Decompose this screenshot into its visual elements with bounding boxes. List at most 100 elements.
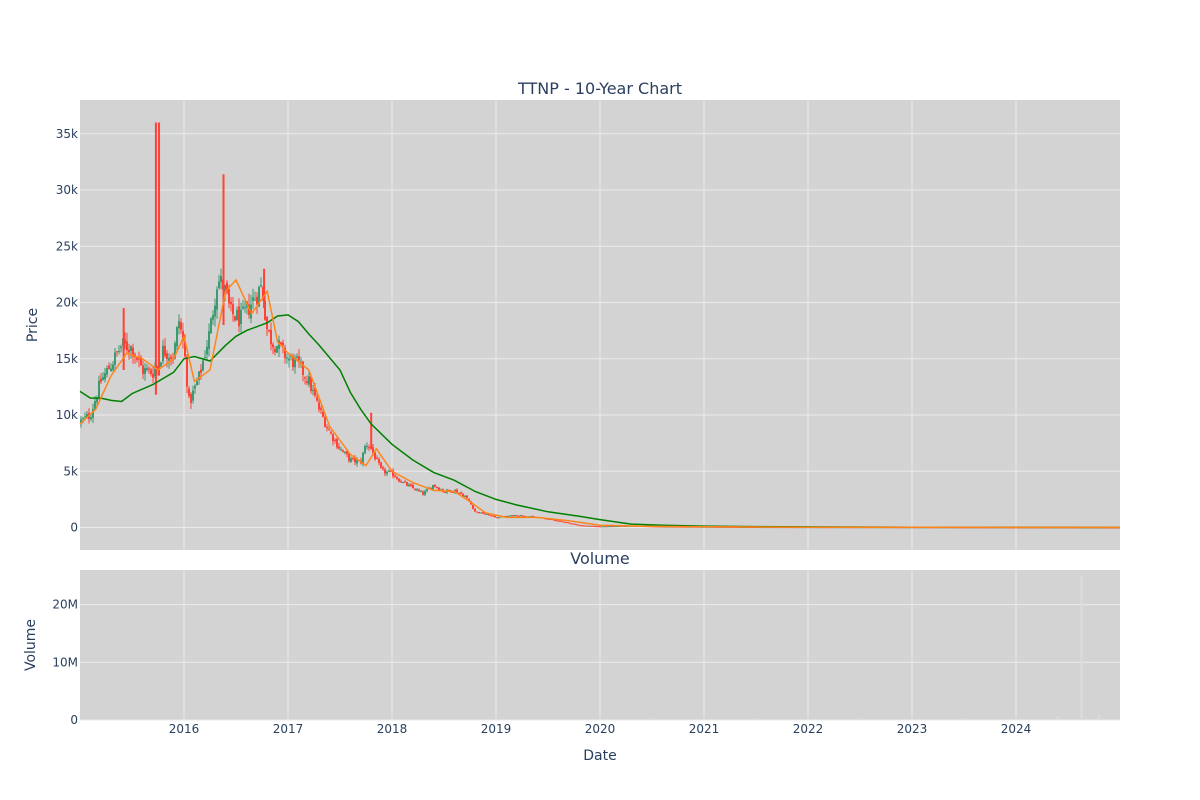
x-tick-label: 2016 [169, 722, 200, 736]
candle-body [576, 524, 578, 526]
candle-body [476, 511, 478, 513]
volume-bar [443, 719, 445, 720]
candle-body [98, 380, 100, 399]
candle-body [408, 484, 410, 487]
volume-bar [1098, 714, 1101, 720]
volume-axis-title: Volume [23, 619, 39, 671]
x-tick-label: 2023 [897, 722, 928, 736]
candle-body [230, 301, 232, 305]
volume-panel-title: Volume [570, 549, 630, 568]
candle-body [354, 457, 356, 463]
candle-body [132, 347, 134, 357]
candle-body [150, 369, 152, 375]
candle-body [120, 346, 122, 348]
candle-body [306, 381, 308, 384]
candle-body [86, 414, 88, 418]
candle-body [610, 526, 612, 528]
volume-bar [339, 719, 341, 720]
price-y-tick-label: 0 [70, 521, 78, 535]
candle-body [332, 434, 334, 442]
candle-body [594, 525, 596, 527]
candle-body [386, 471, 388, 474]
candle-body [108, 365, 110, 370]
candle-body [284, 347, 286, 359]
candle-body [334, 439, 336, 441]
x-axis-title: Date [583, 748, 616, 764]
candle-body [136, 357, 138, 360]
candle-body [554, 519, 556, 521]
candle-body [148, 368, 150, 370]
volume-bar [1015, 717, 1017, 720]
candle-body [316, 397, 318, 401]
volume-bar [703, 718, 705, 720]
candle-body [322, 411, 324, 417]
candle-body [272, 344, 274, 348]
candle-body [396, 477, 398, 479]
candle-body [414, 488, 416, 491]
candle-body [374, 452, 376, 460]
candle-body [398, 478, 400, 482]
price-y-tick-label: 15k [56, 352, 78, 366]
candle-body [198, 371, 200, 380]
candle-body [212, 315, 214, 320]
candle-body [216, 289, 218, 310]
candle-body [232, 304, 234, 315]
candle-body [324, 417, 326, 427]
candle-body [262, 287, 264, 300]
candle-body [376, 458, 378, 460]
candle-body [596, 526, 598, 528]
candle-body [508, 515, 510, 517]
candle-body [452, 491, 454, 493]
candle-body [604, 526, 606, 528]
candle-body [564, 521, 566, 523]
candle-body [422, 491, 424, 495]
candle-body [364, 446, 366, 453]
candle-body [184, 341, 186, 357]
candle-body [464, 496, 466, 498]
candle-body [590, 525, 592, 527]
candle-body [402, 481, 404, 483]
candle-body [102, 377, 104, 380]
candle-body [412, 484, 414, 489]
volume-bar [495, 719, 497, 720]
candle-body [128, 349, 130, 353]
candle-body [488, 513, 490, 516]
candle-body [188, 388, 190, 396]
candle-body [292, 355, 294, 368]
candle-body [506, 515, 508, 517]
candle-body [560, 520, 562, 522]
gridlines [80, 100, 1120, 721]
candle-body [308, 376, 310, 385]
candle-body [110, 368, 112, 372]
candle-body [512, 515, 514, 517]
candle-body [480, 512, 482, 514]
candle-body [418, 489, 420, 491]
candle-body [420, 491, 422, 493]
candle-body [176, 327, 178, 347]
candle-body [304, 377, 306, 379]
candle-body [240, 309, 242, 324]
candle-body [268, 329, 270, 332]
candle-body [472, 504, 474, 509]
candle-body [600, 526, 602, 528]
candle-body [194, 385, 196, 389]
candle-body [236, 309, 238, 321]
candle-body [186, 356, 188, 387]
candle-body [598, 526, 600, 528]
candle-body [606, 526, 608, 528]
candle-body [340, 449, 342, 451]
candle-body [156, 366, 158, 369]
volume-bar [391, 719, 393, 720]
candle-body [514, 515, 516, 517]
candle-body [294, 357, 296, 368]
candle-body [190, 393, 192, 403]
candle-body [558, 520, 560, 522]
candle-body [210, 318, 212, 334]
volume-bar [911, 718, 913, 720]
candle-body [242, 306, 244, 309]
candle-body [258, 287, 260, 307]
candle-body [328, 429, 330, 431]
candle-body [496, 517, 498, 519]
candle-body [144, 367, 146, 374]
